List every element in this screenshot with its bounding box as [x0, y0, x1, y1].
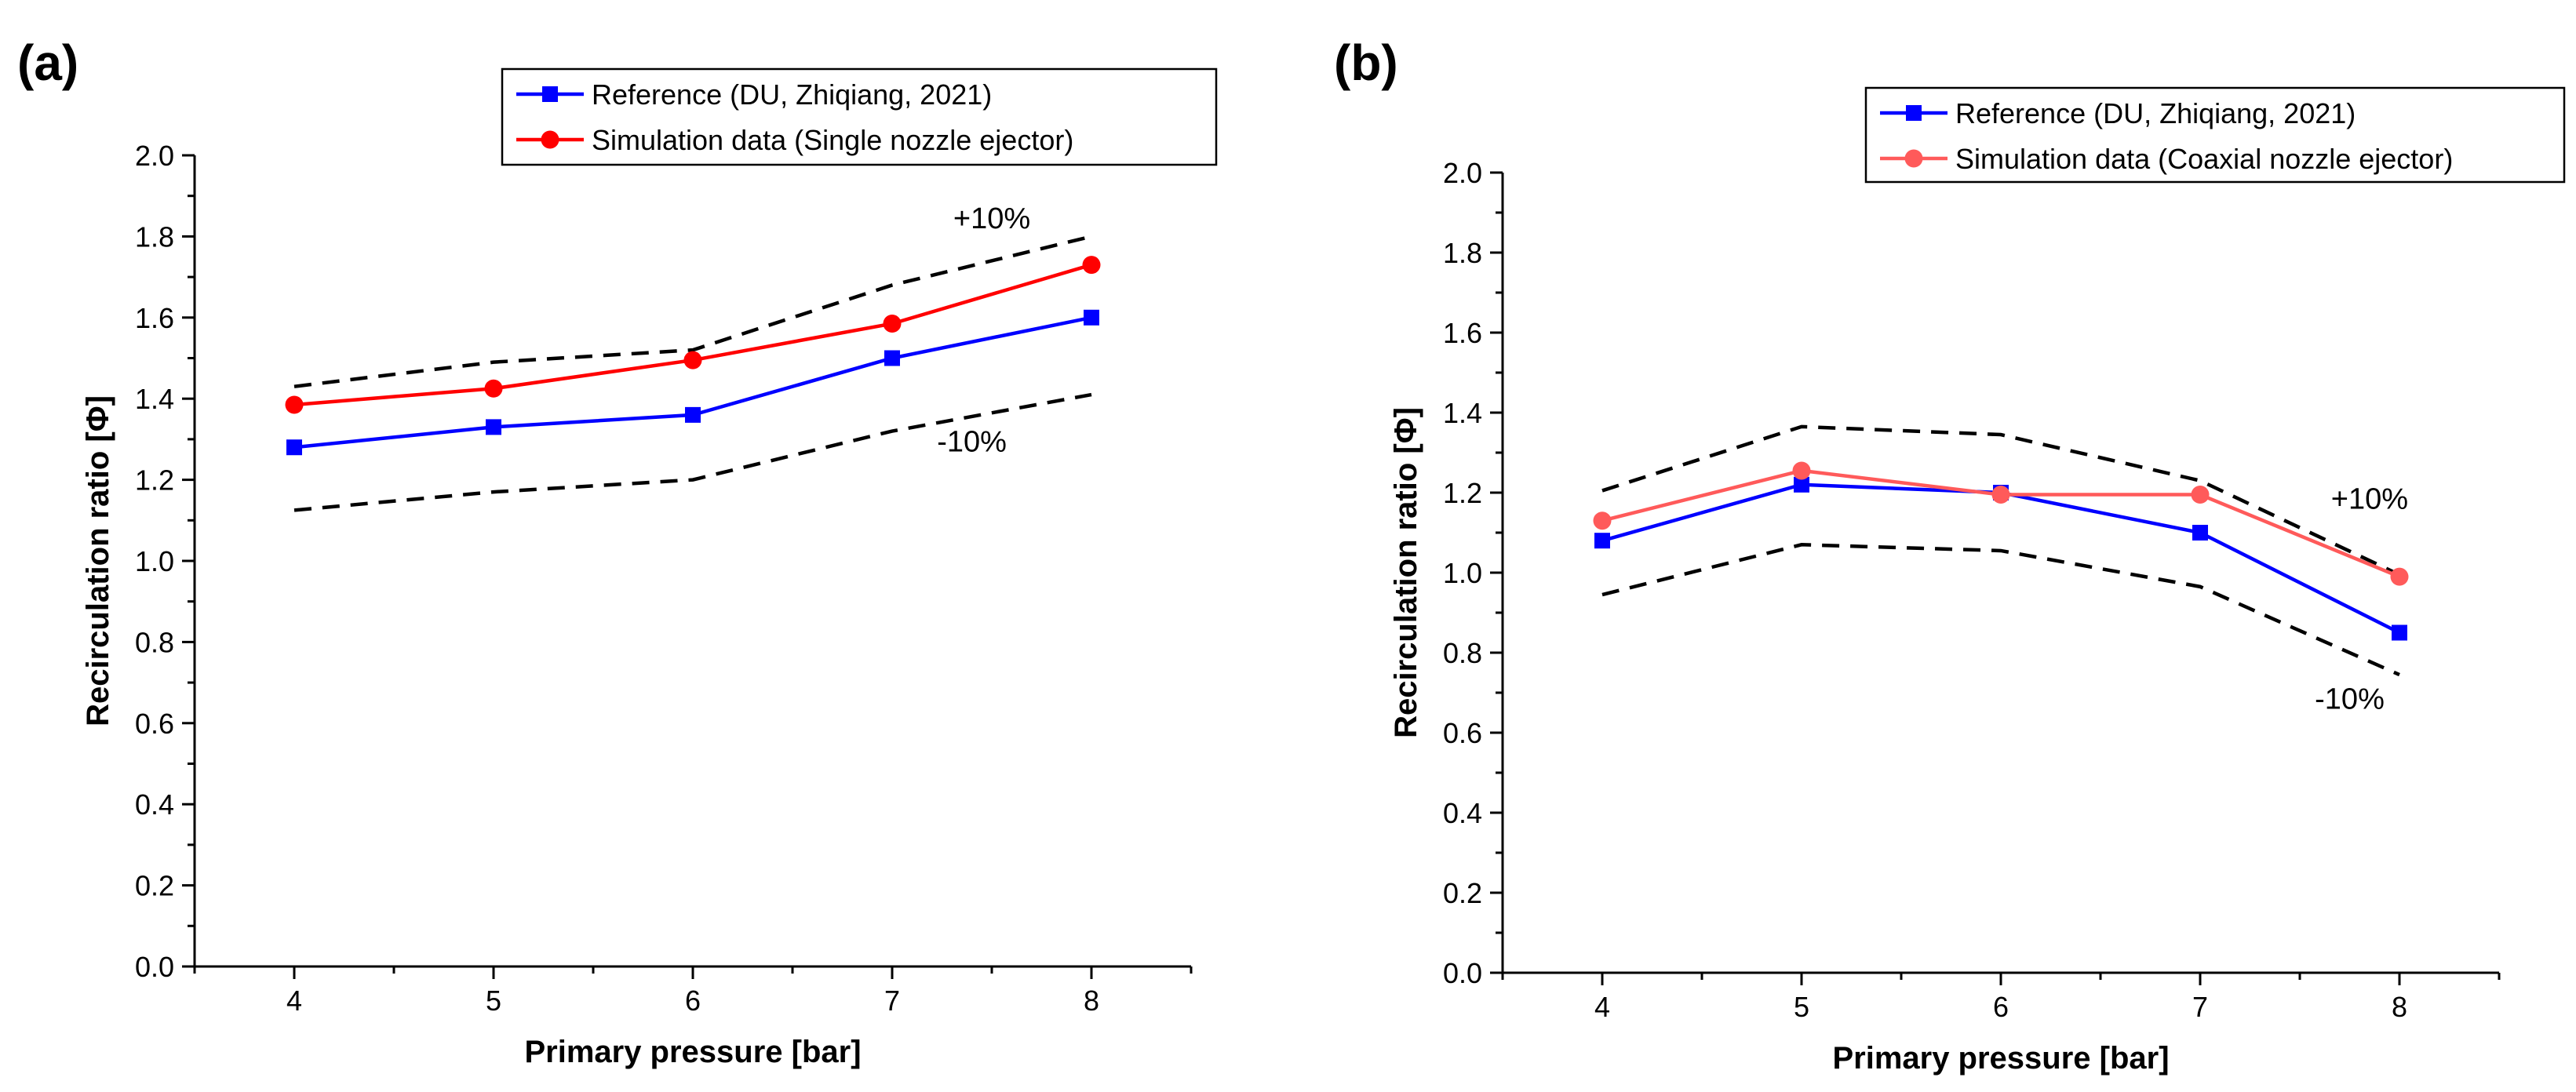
x-tick-label: 6 — [685, 985, 701, 1017]
y-tick-label: 1.2 — [1443, 477, 1482, 509]
x-tick-label: 4 — [1594, 991, 1610, 1023]
legend-label: Reference (DU, Zhiqiang, 2021) — [1955, 97, 2356, 129]
legend-swatch-marker — [541, 130, 559, 149]
data-point — [285, 395, 304, 414]
series-line — [293, 263, 1092, 407]
legend-swatch-marker — [1904, 149, 1923, 168]
band-line — [1601, 424, 2400, 577]
data-point — [685, 406, 701, 423]
data-point — [1082, 256, 1101, 275]
y-tick-label: 1.6 — [1443, 317, 1482, 349]
data-point — [1792, 461, 1811, 480]
y-tick-label: 0.0 — [1443, 957, 1482, 989]
x-tick-label: 7 — [2192, 991, 2208, 1023]
y-tick-label: 0.4 — [135, 788, 174, 821]
band-line — [1601, 543, 2400, 677]
legend-frame — [1864, 86, 2566, 184]
data-point — [1593, 511, 1612, 530]
panel-label: (a) — [17, 35, 78, 91]
data-point — [286, 439, 302, 456]
data-point — [2192, 525, 2208, 541]
y-tick-label: 0.6 — [1443, 717, 1482, 749]
y-tick-label: 0.2 — [1443, 877, 1482, 909]
y-tick-label: 1.4 — [135, 383, 174, 415]
y-tick-label: 1.4 — [1443, 397, 1482, 429]
band-annotation: +10% — [2331, 482, 2408, 515]
x-tick-label: 7 — [884, 985, 900, 1017]
legend-label: Reference (DU, Zhiqiang, 2021) — [592, 78, 992, 111]
y-tick-label: 1.0 — [1443, 557, 1482, 589]
data-point — [1594, 533, 1610, 549]
band-annotation: -10% — [2315, 682, 2385, 715]
legend-swatch-marker — [542, 86, 558, 102]
y-tick-label: 0.0 — [135, 951, 174, 983]
legend: Reference (DU, Zhiqiang, 2021) Simulation… — [1864, 86, 2566, 184]
y-tick-label: 1.6 — [135, 302, 174, 334]
data-point — [1991, 486, 2010, 504]
y-tick-label: 1.8 — [1443, 237, 1482, 269]
y-tick-label: 0.6 — [135, 708, 174, 740]
x-tick-label: 8 — [1084, 985, 1099, 1017]
y-tick-label: 0.4 — [1443, 797, 1482, 829]
y-tick-label: 1.0 — [135, 545, 174, 577]
y-tick-label: 0.8 — [135, 626, 174, 658]
data-point — [484, 379, 503, 398]
x-tick-label: 5 — [1794, 991, 1809, 1023]
panel-a: (a) 0.0 0.2 0.4 0.6 0.8 1.0 1.2 1.4 1.6 1.8 2.0 4 5 6 7… — [17, 35, 1218, 1069]
y-tick-label: 0.8 — [1443, 637, 1482, 669]
data-point — [486, 419, 501, 435]
x-tick-label: 6 — [1993, 991, 2009, 1023]
data-point — [2390, 567, 2409, 586]
band-line — [293, 235, 1092, 388]
y-tick-label: 1.2 — [135, 464, 174, 497]
y-tick-label: 2.0 — [1443, 157, 1482, 189]
y-tick-label: 1.8 — [135, 220, 174, 253]
data-point — [883, 315, 902, 333]
band-annotation: -10% — [937, 425, 1007, 458]
panel-label: (b) — [1334, 35, 1398, 91]
band-line — [293, 392, 1092, 512]
x-axis-title: Primary pressure [bar] — [524, 1035, 861, 1069]
data-point — [683, 351, 702, 369]
legend-frame — [501, 67, 1218, 166]
band-annotation: +10% — [953, 202, 1030, 235]
data-point — [884, 350, 900, 366]
legend: Reference (DU, Zhiqiang, 2021) Simulation… — [501, 67, 1218, 166]
data-point — [2191, 486, 2210, 504]
y-axis-title: Recirculation ratio [Φ] — [81, 395, 115, 726]
legend-swatch-marker — [1906, 105, 1922, 121]
y-axis-title: Recirculation ratio [Φ] — [1389, 407, 1423, 738]
y-tick-label: 0.2 — [135, 870, 174, 902]
x-tick-label: 5 — [486, 985, 501, 1017]
series-line — [1601, 482, 2401, 635]
x-axis-title: Primary pressure [bar] — [1832, 1041, 2169, 1076]
data-point — [2392, 624, 2407, 641]
x-tick-label: 4 — [286, 985, 302, 1017]
legend-label: Simulation data (Single nozzle ejector) — [592, 124, 1073, 156]
y-tick-label: 2.0 — [135, 140, 174, 172]
legend-label: Simulation data (Coaxial nozzle ejector) — [1955, 143, 2453, 175]
data-point — [1084, 309, 1099, 326]
data-point — [1794, 476, 1809, 493]
panel-b: (b) 0.0 0.2 0.4 0.6 0.8 1.0 1.2 1.4 1.6 1.8 2.0 4 5 6 7… — [1334, 35, 2566, 1076]
x-tick-label: 8 — [2392, 991, 2407, 1023]
